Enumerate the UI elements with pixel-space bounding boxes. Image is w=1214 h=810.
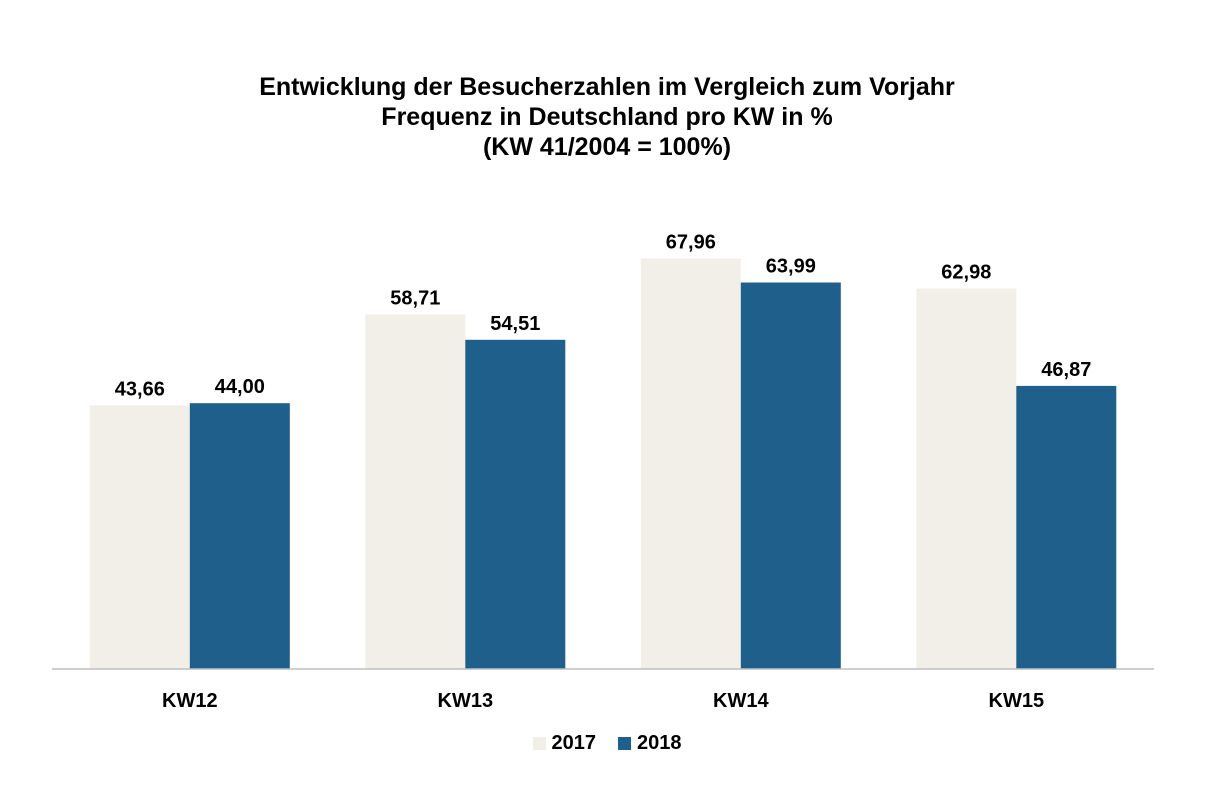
legend: 2017 2018 — [0, 732, 1214, 755]
chart-title-line-1: Entwicklung der Besucherzahlen im Vergle… — [259, 73, 955, 101]
bar-2018-KW15 — [1016, 385, 1117, 669]
x-tick-label-KW13: KW13 — [438, 690, 494, 712]
bar-2017-KW15 — [916, 288, 1017, 669]
x-tick-label-KW12: KW12 — [162, 690, 218, 712]
bar-2018-KW12 — [189, 403, 290, 669]
bar-2018-KW13 — [465, 339, 566, 669]
legend-swatch-2018 — [618, 737, 631, 750]
chart-title-line-2: Frequenz in Deutschland pro KW in % — [381, 103, 833, 131]
legend-label-2018: 2018 — [637, 732, 682, 754]
chart-title: Entwicklung der Besucherzahlen im Vergle… — [0, 72, 1214, 162]
legend-item-2017: 2017 — [532, 732, 597, 755]
legend-swatch-2017 — [532, 737, 546, 750]
legend-label-2017: 2017 — [551, 732, 597, 754]
data-label-2018-KW15: 46,87 — [1041, 359, 1091, 381]
bars-layer — [89, 258, 1117, 669]
x-tick-label-KW15: KW15 — [989, 690, 1045, 712]
data-label-2017-KW13: 58,71 — [390, 287, 440, 309]
bar-2017-KW13 — [365, 314, 466, 669]
bar-2018-KW14 — [740, 282, 841, 669]
data-label-2017-KW12: 43,66 — [115, 378, 165, 400]
bar-2017-KW14 — [640, 258, 741, 669]
data-label-2017-KW14: 67,96 — [666, 232, 716, 254]
data-labels-layer: 43,66 44,00 58,71 54,51 67,96 63,99 62,98 46,87 — [115, 232, 1092, 401]
data-label-2017-KW15: 62,98 — [941, 262, 991, 284]
chart-title-line-3: (KW 41/2004 = 100%) — [482, 133, 732, 161]
bar-2017-KW12 — [89, 405, 190, 669]
data-label-2018-KW14: 63,99 — [766, 256, 816, 278]
legend-item-2018: 2018 — [618, 732, 682, 755]
data-label-2018-KW13: 54,51 — [490, 313, 540, 335]
x-tick-labels: KW12 KW13 KW14 KW15 — [162, 690, 1044, 712]
data-label-2018-KW12: 44,00 — [215, 376, 265, 398]
x-tick-label-KW14: KW14 — [713, 690, 769, 712]
